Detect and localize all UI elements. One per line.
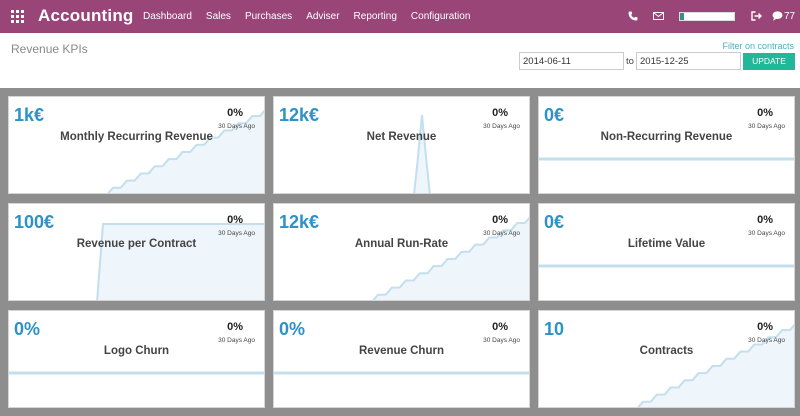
kpi-title: Non-Recurring Revenue bbox=[600, 131, 733, 143]
update-button[interactable]: UPDATE bbox=[743, 53, 795, 70]
sparkline-area bbox=[414, 115, 430, 193]
sparkline bbox=[539, 157, 794, 161]
kpi-card-lifetime-value[interactable]: 0€ 0% 30 Days Ago Lifetime Value bbox=[538, 203, 795, 301]
progress-fill bbox=[680, 13, 685, 20]
sparkline-line bbox=[637, 323, 794, 407]
sparkline bbox=[413, 114, 431, 193]
kpi-value: 10 bbox=[544, 319, 565, 339]
kpi-growth: 0% bbox=[227, 321, 243, 333]
menu-reporting[interactable]: Reporting bbox=[353, 11, 397, 22]
kpi-period: 30 Days Ago bbox=[748, 230, 785, 237]
kpi-card-net-revenue[interactable]: 12k€ 0% 30 Days Ago Net Revenue bbox=[273, 96, 530, 194]
kpi-value: 0% bbox=[279, 319, 306, 339]
date-from-input[interactable] bbox=[519, 52, 624, 70]
sparkline bbox=[372, 216, 529, 300]
kpi-card-annual-run-rate[interactable]: 12k€ 0% 30 Days Ago Annual Run-Rate bbox=[273, 203, 530, 301]
kpi-period: 30 Days Ago bbox=[218, 230, 255, 237]
sparkline-area bbox=[108, 111, 264, 193]
sparkline-line bbox=[413, 114, 431, 193]
sparkline bbox=[107, 109, 264, 193]
kpi-dashboard: 1k€ 0% 30 Days Ago Monthly Recurring Rev… bbox=[0, 88, 800, 416]
menu-adviser[interactable]: Adviser bbox=[306, 11, 340, 22]
mail-icon[interactable] bbox=[653, 12, 664, 20]
kpi-growth: 0% bbox=[492, 214, 508, 226]
sparkline bbox=[637, 323, 794, 407]
app-title[interactable]: Accounting bbox=[38, 6, 134, 25]
kpi-value: 0% bbox=[14, 319, 41, 339]
kpi-growth: 0% bbox=[757, 321, 773, 333]
kpi-value: 1k€ bbox=[14, 105, 45, 125]
kpi-period: 30 Days Ago bbox=[483, 123, 520, 130]
sparkline bbox=[96, 223, 264, 300]
kpi-growth: 0% bbox=[492, 321, 508, 333]
main-menu: Dashboard Sales Purchases Adviser Report… bbox=[143, 11, 470, 22]
kpi-value: 0€ bbox=[544, 212, 565, 232]
kpi-period: 30 Days Ago bbox=[748, 123, 785, 130]
sparkline-area bbox=[638, 325, 794, 407]
sparkline-line bbox=[96, 223, 264, 300]
kpi-growth: 0% bbox=[492, 107, 508, 119]
kpi-value: 12k€ bbox=[279, 105, 320, 125]
chat-count[interactable]: 77 bbox=[784, 11, 796, 22]
kpi-period: 30 Days Ago bbox=[483, 230, 520, 237]
filter-on-contracts-link[interactable]: Filter on contracts bbox=[722, 41, 794, 51]
kpi-title: Logo Churn bbox=[103, 345, 170, 357]
kpi-growth: 0% bbox=[227, 107, 243, 119]
date-range-to-label: to bbox=[626, 56, 634, 67]
kpi-growth: 0% bbox=[757, 214, 773, 226]
kpi-period: 30 Days Ago bbox=[483, 337, 520, 344]
kpi-title: Revenue per Contract bbox=[76, 238, 197, 250]
kpi-title: Contracts bbox=[639, 345, 694, 357]
kpi-value: 100€ bbox=[14, 212, 55, 232]
kpi-value: 0€ bbox=[544, 105, 565, 125]
kpi-title: Annual Run-Rate bbox=[354, 238, 449, 250]
kpi-card-monthly-recurring-revenue[interactable]: 1k€ 0% 30 Days Ago Monthly Recurring Rev… bbox=[8, 96, 265, 194]
kpi-period: 30 Days Ago bbox=[218, 337, 255, 344]
sparkline-line bbox=[372, 216, 529, 300]
apps-grid-icon[interactable] bbox=[11, 10, 24, 23]
menu-configuration[interactable]: Configuration bbox=[410, 11, 471, 22]
sparkline-line bbox=[107, 109, 264, 193]
kpi-title: Net Revenue bbox=[366, 131, 437, 143]
kpi-title: Lifetime Value bbox=[627, 238, 706, 250]
kpi-period: 30 Days Ago bbox=[748, 337, 785, 344]
kpi-card-contracts[interactable]: 10 0% 30 Days Ago Contracts bbox=[538, 310, 795, 408]
kpi-title: Revenue Churn bbox=[359, 345, 444, 357]
top-navbar: Accounting Dashboard Sales Purchases Adv… bbox=[0, 0, 800, 33]
kpi-title: Monthly Recurring Revenue bbox=[60, 131, 213, 143]
phone-icon[interactable] bbox=[628, 11, 638, 21]
page-title: Revenue KPIs bbox=[11, 42, 88, 56]
kpi-growth: 0% bbox=[757, 107, 773, 119]
kpi-card-revenue-per-contract[interactable]: 100€ 0% 30 Days Ago Revenue per Contract bbox=[8, 203, 265, 301]
menu-purchases[interactable]: Purchases bbox=[244, 11, 293, 22]
progress-indicator bbox=[679, 12, 735, 21]
kpi-period: 30 Days Ago bbox=[218, 123, 255, 130]
kpi-card-revenue-churn[interactable]: 0% 0% 30 Days Ago Revenue Churn bbox=[273, 310, 530, 408]
chat-icon[interactable] bbox=[772, 11, 783, 21]
kpi-card-logo-churn[interactable]: 0% 0% 30 Days Ago Logo Churn bbox=[8, 310, 265, 408]
sparkline-area bbox=[97, 224, 264, 300]
kpi-growth: 0% bbox=[227, 214, 243, 226]
sparkline bbox=[9, 371, 264, 375]
kpi-value: 12k€ bbox=[279, 212, 320, 232]
sparkline bbox=[539, 264, 794, 268]
date-to-input[interactable] bbox=[636, 52, 741, 70]
menu-dashboard[interactable]: Dashboard bbox=[143, 11, 192, 22]
menu-sales[interactable]: Sales bbox=[205, 11, 231, 22]
kpi-card-non-recurring-revenue[interactable]: 0€ 0% 30 Days Ago Non-Recurring Revenue bbox=[538, 96, 795, 194]
sparkline bbox=[274, 371, 529, 375]
sign-out-icon[interactable] bbox=[751, 11, 762, 21]
